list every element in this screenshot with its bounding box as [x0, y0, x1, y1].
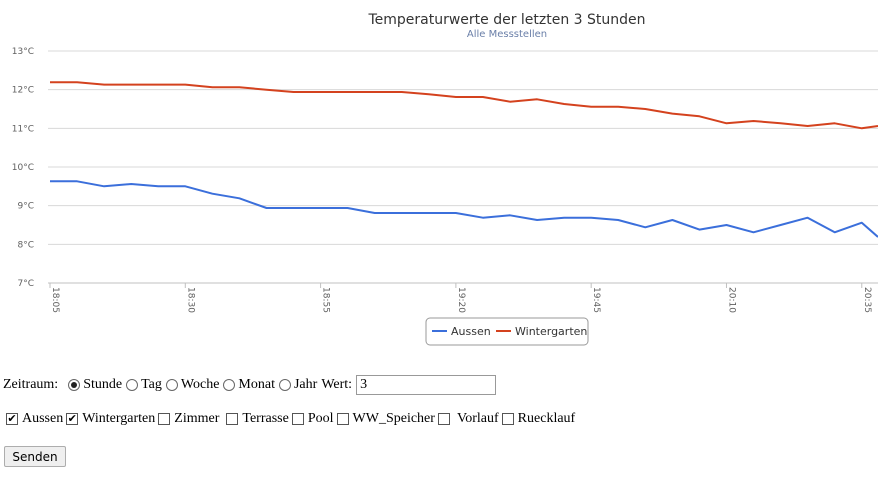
checkbox-vorlauf-label[interactable]: Vorlauf [456, 411, 499, 426]
checkbox-pool-label[interactable]: Pool [307, 411, 334, 426]
zeitraum-row: Zeitraum: Stunde Tag Woche Monat Jahr We… [3, 375, 497, 395]
checkbox-ww-speicher-label[interactable]: WW_Speicher [352, 411, 435, 426]
radio-tag[interactable]: Tag [122, 377, 162, 393]
wert-label: Wert: [321, 377, 353, 392]
checkbox-terrasse[interactable]: Terrasse [219, 411, 289, 427]
x-tick-label: 19:45 [591, 287, 601, 313]
x-tick-label: 19:20 [456, 287, 466, 313]
senden-button[interactable]: Senden [4, 446, 66, 467]
checkbox-terrasse-label[interactable]: Terrasse [242, 411, 289, 426]
checkbox-wintergarten[interactable]: ✔ Wintergarten [63, 411, 155, 427]
radio-stunde-button[interactable] [68, 379, 81, 391]
checkbox-terrasse-box[interactable] [226, 413, 239, 425]
checkbox-zimmer-label[interactable]: Zimmer [174, 411, 220, 426]
y-tick-label: 13°C [12, 47, 34, 57]
checkbox-zimmer[interactable]: Zimmer [155, 411, 219, 427]
checkbox-pool[interactable]: Pool [289, 411, 334, 427]
y-tick-label: 11°C [12, 124, 34, 134]
checkbox-ww-speicher[interactable]: WW_Speicher [334, 411, 435, 427]
y-tick-label: 7°C [17, 279, 34, 289]
radio-jahr-button[interactable] [278, 379, 291, 391]
radio-monat-label[interactable]: Monat [238, 377, 275, 392]
radio-monat-button[interactable] [223, 379, 236, 391]
radio-woche-label[interactable]: Woche [180, 377, 220, 392]
chart-title: Temperaturwerte der letzten 3 Stunden [367, 12, 645, 28]
checkbox-ruecklauf-label[interactable]: Ruecklauf [517, 411, 576, 426]
checkbox-aussen-label[interactable]: Aussen [22, 411, 64, 426]
chart-legend[interactable]: Aussen Wintergarten [425, 317, 589, 346]
wert-input[interactable]: 3 [356, 375, 497, 395]
radio-monat[interactable]: Monat [219, 377, 275, 393]
series-line-aussen [50, 180, 878, 238]
y-tick-label: 9°C [17, 202, 34, 212]
checkbox-ruecklauf-box[interactable] [501, 413, 514, 425]
x-tick-label: 18:30 [185, 287, 195, 313]
radio-woche[interactable]: Woche [162, 377, 220, 393]
checkbox-ww-speicher-box[interactable] [336, 413, 349, 425]
y-tick-label: 12°C [12, 86, 34, 96]
radio-stunde[interactable]: Stunde [64, 377, 122, 393]
x-tick-label: 20:35 [862, 287, 872, 313]
temperature-chart: Temperaturwerte der letzten 3 Stunden Al… [12, 12, 878, 346]
radio-tag-label[interactable]: Tag [141, 377, 162, 392]
radio-jahr[interactable]: Jahr [275, 377, 317, 393]
series-line-wintergarten [50, 81, 878, 130]
checkbox-vorlauf[interactable]: Vorlauf [435, 411, 499, 427]
checkbox-aussen-box[interactable]: ✔ [6, 412, 18, 425]
legend-label-aussen[interactable]: Aussen [451, 325, 491, 338]
legend-label-wintergarten[interactable]: Wintergarten [515, 325, 587, 338]
zeitraum-label: Zeitraum: [3, 377, 59, 392]
checkbox-pool-box[interactable] [291, 413, 304, 425]
y-tick-label: 10°C [12, 163, 34, 173]
checkbox-ruecklauf[interactable]: Ruecklauf [499, 411, 576, 427]
checkbox-vorlauf-box[interactable] [437, 413, 450, 425]
x-tick-label: 18:05 [50, 287, 60, 313]
radio-jahr-label[interactable]: Jahr [293, 377, 318, 392]
messstellen-row: ✔ Aussen ✔ Wintergarten Zimmer Terrasse Po… [3, 411, 575, 427]
radio-stunde-label[interactable]: Stunde [83, 377, 123, 392]
x-tick-label: 18:55 [321, 287, 331, 313]
checkbox-wintergarten-box[interactable]: ✔ [66, 412, 79, 425]
y-tick-label: 8°C [17, 240, 34, 250]
x-tick-label: 20:10 [726, 287, 736, 313]
chart-subtitle: Alle Messstellen [467, 29, 547, 40]
checkbox-zimmer-box[interactable] [158, 413, 171, 425]
radio-woche-button[interactable] [165, 379, 178, 391]
radio-tag-button[interactable] [126, 379, 139, 391]
checkbox-wintergarten-label[interactable]: Wintergarten [82, 411, 156, 426]
checkbox-aussen[interactable]: ✔ Aussen [3, 411, 63, 427]
